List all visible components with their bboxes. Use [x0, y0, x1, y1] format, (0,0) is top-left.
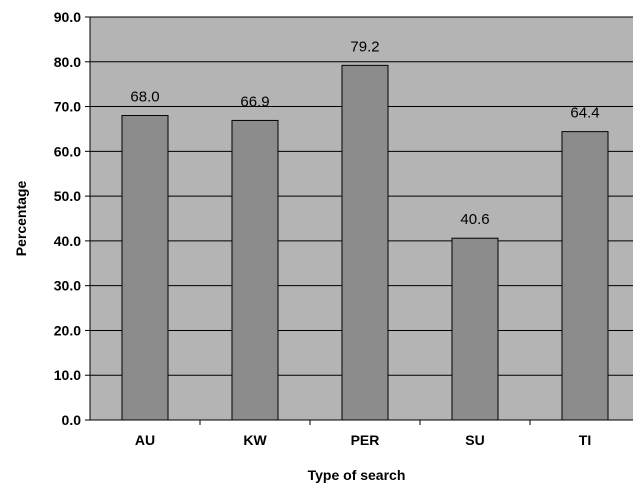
y-tick-label: 0.0: [62, 412, 82, 428]
y-tick-label: 60.0: [54, 143, 81, 159]
y-tick-label: 80.0: [54, 54, 81, 70]
x-tick-label-per: PER: [351, 432, 380, 448]
x-tick-label-ti: TI: [579, 432, 591, 448]
x-tick-label-au: AU: [135, 432, 155, 448]
data-label-per: 79.2: [350, 38, 379, 55]
axes: 0.0 10.0 20.0 30.0 40.0 50.0 60.0 70.0 80.0 90.0 A…: [54, 9, 633, 448]
y-tick-label: 30.0: [54, 278, 81, 294]
data-label-au: 68.0: [130, 89, 159, 106]
x-axis-title: Type of search: [308, 467, 406, 483]
data-label-su: 40.6: [460, 211, 489, 228]
bars: [121, 64, 609, 421]
y-tick-label: 70.0: [54, 99, 81, 115]
y-tick-label: 90.0: [54, 9, 81, 25]
bar-su: [451, 237, 499, 421]
data-label-ti: 64.4: [570, 105, 599, 122]
y-tick-label: 40.0: [54, 233, 81, 249]
y-tick-label: 10.0: [54, 367, 81, 383]
y-tick-label: 50.0: [54, 188, 81, 204]
bar-per: [341, 64, 389, 421]
y-tick-label: 20.0: [54, 322, 81, 338]
x-tick-label-su: SU: [465, 432, 484, 448]
bar-kw: [231, 119, 279, 421]
y-axis-title: Percentage: [13, 181, 29, 257]
data-label-kw: 66.9: [240, 93, 269, 110]
data-labels: 68.0 66.9 79.2 40.6 64.4: [130, 38, 599, 228]
bar-ti: [561, 131, 609, 421]
bar-au: [121, 115, 169, 421]
x-tick-label-kw: KW: [243, 432, 267, 448]
